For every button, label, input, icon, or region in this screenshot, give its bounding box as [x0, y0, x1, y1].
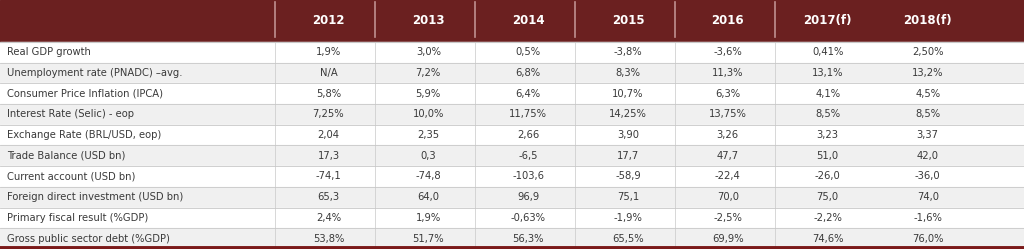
Bar	[0, 145, 1024, 166]
Text: 17,3: 17,3	[317, 151, 340, 161]
Text: 69,9%: 69,9%	[712, 234, 743, 244]
Text: -26,0: -26,0	[815, 172, 841, 182]
Text: Current account (USD bn): Current account (USD bn)	[7, 172, 135, 182]
Text: -3,6%: -3,6%	[714, 47, 742, 57]
Text: 4,5%: 4,5%	[915, 89, 940, 99]
Text: -103,6: -103,6	[512, 172, 544, 182]
Text: 13,2%: 13,2%	[912, 68, 943, 78]
Text: -1,6%: -1,6%	[913, 213, 942, 223]
Text: -22,4: -22,4	[715, 172, 740, 182]
Bar	[0, 0, 1024, 42]
Text: 2,4%: 2,4%	[315, 213, 341, 223]
Text: 17,7: 17,7	[616, 151, 639, 161]
Text: Consumer Price Inflation (IPCA): Consumer Price Inflation (IPCA)	[7, 89, 163, 99]
Bar	[0, 166, 1024, 187]
Bar	[0, 208, 1024, 228]
Text: 5,9%: 5,9%	[416, 89, 441, 99]
Text: 7,2%: 7,2%	[416, 68, 441, 78]
Text: 53,8%: 53,8%	[312, 234, 344, 244]
Text: 0,3: 0,3	[421, 151, 436, 161]
Text: 65,5%: 65,5%	[612, 234, 644, 244]
Text: 13,1%: 13,1%	[812, 68, 844, 78]
Text: 2018(f): 2018(f)	[903, 14, 952, 27]
Bar	[0, 228, 1024, 249]
Text: 47,7: 47,7	[717, 151, 739, 161]
Text: 2,35: 2,35	[417, 130, 439, 140]
Text: 51,7%: 51,7%	[413, 234, 444, 244]
Text: 2016: 2016	[712, 14, 744, 27]
Text: Interest Rate (Selic) - eop: Interest Rate (Selic) - eop	[7, 109, 134, 119]
Text: -6,5: -6,5	[518, 151, 538, 161]
Text: 10,0%: 10,0%	[413, 109, 444, 119]
Text: Exchange Rate (BRL/USD, eop): Exchange Rate (BRL/USD, eop)	[7, 130, 162, 140]
Text: 3,90: 3,90	[617, 130, 639, 140]
Text: N/A: N/A	[319, 68, 337, 78]
Text: 11,3%: 11,3%	[712, 68, 743, 78]
Text: Gross public sector debt (%GDP): Gross public sector debt (%GDP)	[7, 234, 170, 244]
Text: -3,8%: -3,8%	[613, 47, 642, 57]
Text: Unemployment rate (PNADC) –avg.: Unemployment rate (PNADC) –avg.	[7, 68, 182, 78]
Text: 6,8%: 6,8%	[515, 68, 541, 78]
Text: Primary fiscal result (%GDP): Primary fiscal result (%GDP)	[7, 213, 148, 223]
Text: 56,3%: 56,3%	[512, 234, 544, 244]
Text: Trade Balance (USD bn): Trade Balance (USD bn)	[7, 151, 126, 161]
Text: 96,9: 96,9	[517, 192, 540, 202]
Text: 2,04: 2,04	[317, 130, 339, 140]
Text: -74,8: -74,8	[416, 172, 441, 182]
Text: 2012: 2012	[312, 14, 345, 27]
Bar	[0, 62, 1024, 83]
Text: 3,23: 3,23	[817, 130, 839, 140]
Text: 8,5%: 8,5%	[915, 109, 940, 119]
Text: 3,26: 3,26	[717, 130, 739, 140]
Text: -2,2%: -2,2%	[813, 213, 842, 223]
Text: -74,1: -74,1	[315, 172, 341, 182]
Text: 2014: 2014	[512, 14, 545, 27]
Text: -1,9%: -1,9%	[613, 213, 642, 223]
Text: 1,9%: 1,9%	[416, 213, 441, 223]
Text: 8,5%: 8,5%	[815, 109, 841, 119]
Text: 51,0: 51,0	[816, 151, 839, 161]
Text: 2,50%: 2,50%	[912, 47, 943, 57]
Bar	[0, 187, 1024, 208]
Text: Foreign direct investment (USD bn): Foreign direct investment (USD bn)	[7, 192, 183, 202]
Text: 1,9%: 1,9%	[315, 47, 341, 57]
Bar	[0, 83, 1024, 104]
Text: 2013: 2013	[412, 14, 444, 27]
Text: -58,9: -58,9	[615, 172, 641, 182]
Text: 3,37: 3,37	[916, 130, 939, 140]
Text: 76,0%: 76,0%	[912, 234, 943, 244]
Text: 65,3: 65,3	[317, 192, 340, 202]
Bar	[0, 125, 1024, 145]
Text: 3,0%: 3,0%	[416, 47, 440, 57]
Text: 0,41%: 0,41%	[812, 47, 844, 57]
Text: -36,0: -36,0	[914, 172, 941, 182]
Text: 74,6%: 74,6%	[812, 234, 844, 244]
Text: 42,0: 42,0	[916, 151, 939, 161]
Text: 70,0: 70,0	[717, 192, 738, 202]
Text: 8,3%: 8,3%	[615, 68, 640, 78]
Text: 14,25%: 14,25%	[609, 109, 647, 119]
Text: 64,0: 64,0	[418, 192, 439, 202]
Text: -2,5%: -2,5%	[714, 213, 742, 223]
Text: 6,3%: 6,3%	[715, 89, 740, 99]
Text: 7,25%: 7,25%	[312, 109, 344, 119]
Text: 10,7%: 10,7%	[612, 89, 644, 99]
Bar	[0, 104, 1024, 125]
Text: 2015: 2015	[611, 14, 644, 27]
Text: Real GDP growth: Real GDP growth	[7, 47, 91, 57]
Text: 2017(f): 2017(f)	[804, 14, 852, 27]
Text: 75,0: 75,0	[816, 192, 839, 202]
Bar	[0, 42, 1024, 62]
Text: 11,75%: 11,75%	[509, 109, 547, 119]
Text: 0,5%: 0,5%	[515, 47, 541, 57]
Text: 13,75%: 13,75%	[709, 109, 746, 119]
Text: 74,0: 74,0	[916, 192, 939, 202]
Text: -0,63%: -0,63%	[511, 213, 546, 223]
Text: 5,8%: 5,8%	[315, 89, 341, 99]
Text: 2,66: 2,66	[517, 130, 540, 140]
Text: 4,1%: 4,1%	[815, 89, 841, 99]
Text: 75,1: 75,1	[616, 192, 639, 202]
Text: 6,4%: 6,4%	[515, 89, 541, 99]
